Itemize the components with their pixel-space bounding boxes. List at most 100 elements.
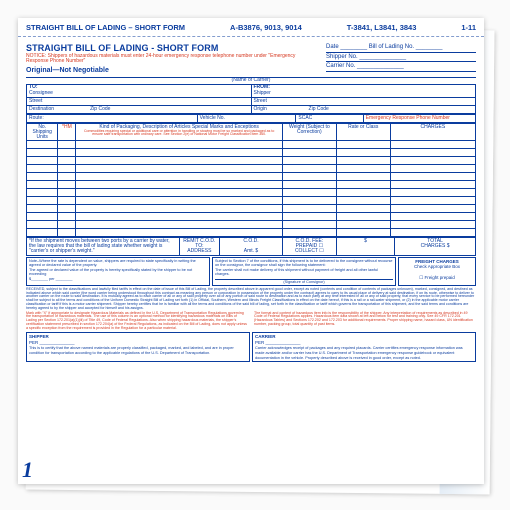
- table-cell: [27, 213, 58, 221]
- table-cell: [390, 157, 475, 165]
- table-cell: [58, 197, 76, 205]
- col-units: No. Shipping Units: [27, 124, 58, 141]
- table-row: [27, 157, 476, 165]
- col-charges: CHARGES: [390, 124, 475, 141]
- table-cell: [336, 141, 390, 149]
- table-cell: [76, 165, 283, 173]
- table-cell: [336, 173, 390, 181]
- header-numbers: Date ________ Bill of Lading No. _______…: [326, 43, 476, 75]
- table-cell: [336, 205, 390, 213]
- table-row: [27, 141, 476, 149]
- origin-label: Origin: [254, 106, 267, 112]
- table-cell: [336, 165, 390, 173]
- table-cell: [336, 213, 390, 221]
- table-cell: [27, 173, 58, 181]
- value-note: Note–Where the rate is dependent on valu…: [29, 259, 207, 267]
- form-title: STRAIGHT BILL OF LADING - SHORT FORM: [26, 43, 296, 53]
- table-cell: [336, 149, 390, 157]
- declared-value: The agreed or declared value of the prop…: [29, 268, 207, 276]
- table-cell: [390, 173, 475, 181]
- terms-blue: RECEIVED, subject to the classifications…: [26, 288, 476, 311]
- destination-label: Destination: [29, 106, 54, 112]
- sig-per-2: PER: [255, 340, 264, 345]
- table-cell: [58, 165, 76, 173]
- table-cell: [58, 221, 76, 229]
- table-cell: [27, 141, 58, 149]
- page-stack: STRAIGHT BILL OF LADING – SHORT FORM A-B…: [18, 18, 492, 492]
- table-cell: [282, 189, 336, 197]
- table-cell: [282, 141, 336, 149]
- table-cell: [27, 229, 58, 237]
- code-t: T-3841, L3841, 3843: [347, 24, 417, 33]
- remit-addr: ADDRESS: [187, 248, 211, 254]
- table-cell: [76, 149, 283, 157]
- table-cell: [27, 149, 58, 157]
- table-cell: [336, 189, 390, 197]
- table-cell: [336, 229, 390, 237]
- col-rate: Rate or Class: [336, 124, 390, 141]
- freight-line: Check Appropriate Box: [414, 264, 460, 269]
- table-cell: [282, 205, 336, 213]
- col-hm: *HM: [58, 124, 76, 141]
- date-label: Date: [326, 44, 339, 50]
- freight-prepaid: ☐ Freight prepaid: [419, 275, 455, 280]
- sig-cert: This is to certify that the above named …: [29, 346, 234, 355]
- table-cell: [390, 141, 475, 149]
- carrierno-label: Carrier No.: [326, 63, 355, 69]
- table-cell: [58, 189, 76, 197]
- cod-amount-cell: $: [336, 238, 394, 256]
- table-cell: [282, 197, 336, 205]
- table-cell: [390, 165, 475, 173]
- table-cell: [282, 221, 336, 229]
- table-cell: [282, 229, 336, 237]
- cod-collect: COLLECT ☐: [295, 248, 324, 254]
- form-title-top: STRAIGHT BILL OF LADING – SHORT FORM: [26, 24, 185, 33]
- code-a: A-B3876, 9013, 9014: [230, 24, 302, 33]
- table-cell: [58, 205, 76, 213]
- perforation-line: [18, 36, 484, 37]
- table-cell: [282, 149, 336, 157]
- table-row: [27, 173, 476, 181]
- table-cell: [390, 181, 475, 189]
- route-label: Route:: [29, 115, 44, 121]
- table-cell: [76, 197, 283, 205]
- col-desc: Kind of Packaging, Description of Articl…: [76, 124, 283, 141]
- table-cell: [76, 141, 283, 149]
- table-cell: [390, 149, 475, 157]
- street-label-2: Street: [251, 98, 476, 106]
- form-number: 1: [22, 457, 33, 482]
- table-cell: [390, 221, 475, 229]
- top-code-row: STRAIGHT BILL OF LADING – SHORT FORM A-B…: [26, 24, 476, 33]
- street-label-1: Street: [27, 98, 252, 106]
- cod-label: C.O.D.: [243, 238, 258, 244]
- table-cell: [336, 157, 390, 165]
- table-cell: [76, 173, 283, 181]
- col-desc-red: Commodities requiring special or additio…: [78, 130, 280, 137]
- table-row: [27, 197, 476, 205]
- table-cell: [390, 213, 475, 221]
- table-cell: [27, 157, 58, 165]
- table-cell: [282, 165, 336, 173]
- table-cell: [58, 157, 76, 165]
- table-row: [27, 213, 476, 221]
- route-row: Route: Vehicle No. SCAC Emergency Respon…: [26, 114, 476, 123]
- table-cell: [76, 189, 283, 197]
- vehicle-label: Vehicle No.: [200, 115, 225, 121]
- original-line: Original—Not Negotiable: [26, 67, 296, 75]
- table-cell: [282, 173, 336, 181]
- erpn-label: Emergency Response Phone Number: [366, 115, 450, 121]
- consignee-label: Consignee: [29, 90, 53, 96]
- table-cell: [76, 181, 283, 189]
- table-row: [27, 189, 476, 197]
- table-cell: [27, 197, 58, 205]
- table-cell: [390, 197, 475, 205]
- shipperno-label: Shipper No.: [326, 54, 358, 60]
- section7-note: Subject to Section 7 of the conditions, …: [215, 259, 393, 267]
- table-cell: [76, 157, 283, 165]
- item-table-head: No. Shipping Units *HM Kind of Packaging…: [27, 124, 476, 141]
- table-cell: [27, 189, 58, 197]
- terms-red-left: Mark with "X" if appropriate to designat…: [26, 312, 248, 331]
- table-cell: [282, 157, 336, 165]
- signature-row: SHIPPER PER ______________ This is to ce…: [26, 332, 476, 362]
- bill-of-lading-form: STRAIGHT BILL OF LADING – SHORT FORM A-B…: [18, 18, 484, 484]
